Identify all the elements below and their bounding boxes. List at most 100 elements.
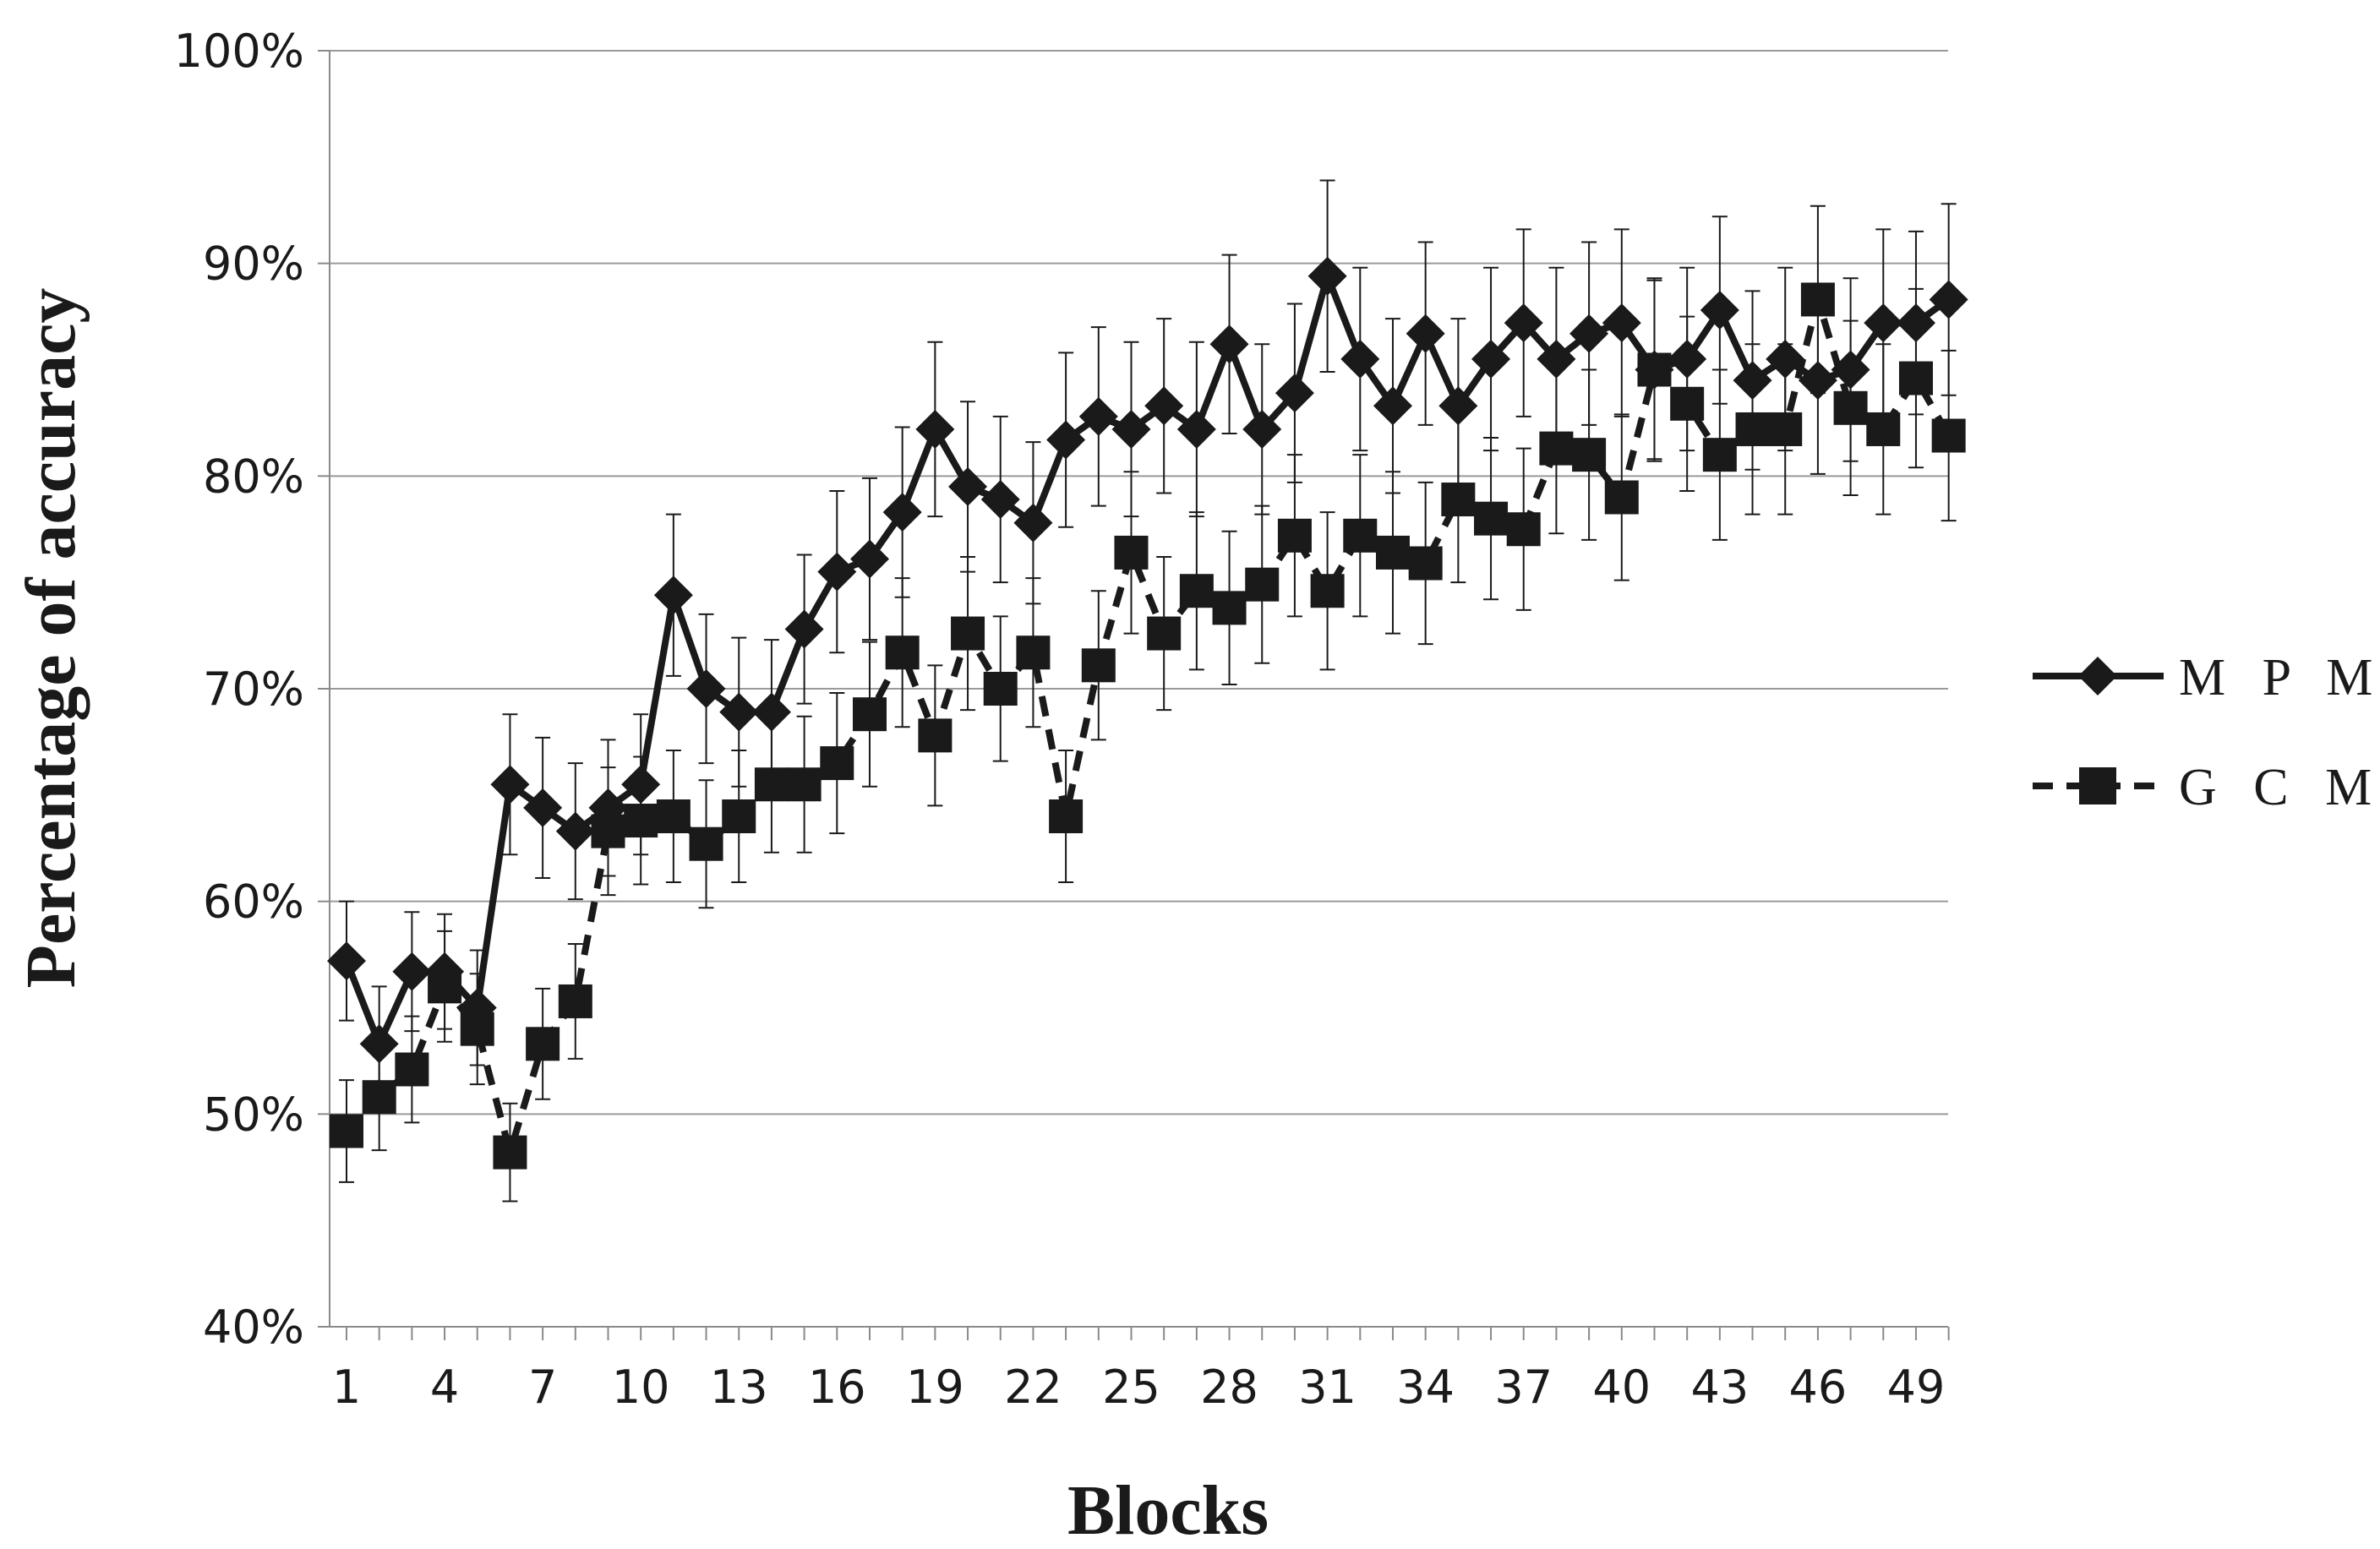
square-marker: [1866, 412, 1901, 446]
square-marker: [1833, 390, 1868, 425]
diamond-marker: [849, 539, 889, 579]
x-tick-label: 31: [1298, 1361, 1356, 1414]
square-marker: [656, 799, 691, 833]
diamond-marker: [1307, 256, 1347, 296]
diamond-marker: [1537, 339, 1576, 379]
axis-layer: [318, 50, 1950, 1340]
diamond-marker: [1275, 374, 1314, 413]
square-marker: [558, 984, 592, 1018]
square-marker: [526, 1027, 560, 1061]
square-marker: [1081, 648, 1116, 683]
square-marker: [1310, 574, 1345, 608]
diamond-marker: [1373, 386, 1412, 426]
x-tick-label: 22: [1004, 1361, 1062, 1414]
square-marker: [460, 1012, 494, 1046]
diamond-marker: [686, 669, 726, 708]
square-marker: [1179, 574, 1214, 608]
legend-label: G C M: [2179, 759, 2380, 816]
diamond-marker: [1504, 303, 1543, 343]
x-tick-label: 40: [1592, 1361, 1651, 1414]
y-axis-title: Percentage of accuracy: [12, 288, 90, 989]
square-marker: [493, 1135, 527, 1170]
square-marker: [1539, 431, 1574, 466]
square-marker: [428, 969, 462, 1004]
diamond-marker: [948, 466, 988, 506]
diamond-marker: [555, 811, 595, 851]
square-marker: [1604, 480, 1639, 515]
square-marker: [1572, 438, 1607, 472]
diamond-marker: [1176, 409, 1216, 449]
square-marker: [1474, 501, 1509, 536]
square-marker: [885, 635, 920, 670]
diamond-marker: [817, 552, 857, 592]
diamond-marker: [1046, 420, 1086, 460]
x-tick-label: 37: [1494, 1361, 1553, 1414]
legend-label: M P M: [2179, 649, 2380, 706]
square-marker: [1931, 418, 1966, 453]
x-tick-label: 43: [1690, 1361, 1749, 1414]
diamond-marker: [915, 409, 955, 449]
diamond-marker: [882, 493, 922, 532]
y-tick-label: 40%: [203, 1301, 304, 1354]
y-tick-label: 100%: [174, 25, 304, 78]
square-marker: [951, 616, 985, 651]
diamond-marker: [1700, 291, 1739, 330]
diamond-marker: [1242, 409, 1282, 449]
y-tick-label: 60%: [203, 875, 304, 929]
label-layer: 40% 50% 60% 70% 80% 90% 100% 1 4 7 10 13 16 19 22 25 28 3…: [174, 25, 1946, 1414]
square-marker: [1670, 386, 1705, 421]
square-marker: [395, 1052, 429, 1087]
legend-diamond-marker: [2078, 657, 2117, 695]
diamond-marker: [719, 692, 759, 732]
diamond-marker: [1209, 325, 1249, 364]
diamond-marker: [1406, 314, 1445, 353]
x-tick-label: 10: [612, 1361, 670, 1414]
square-marker: [1702, 438, 1737, 472]
x-tick-label: 13: [710, 1361, 768, 1414]
diamond-marker: [1340, 339, 1380, 379]
square-marker: [330, 1114, 363, 1148]
legend: M P M G C M: [2033, 649, 2380, 816]
diamond-marker: [1569, 314, 1609, 353]
diamond-marker: [980, 480, 1020, 520]
square-marker: [1408, 546, 1443, 581]
square-marker: [689, 826, 723, 861]
diamond-marker: [1078, 396, 1118, 436]
diamond-marker: [1013, 503, 1053, 543]
x-tick-label: 16: [808, 1361, 866, 1414]
grid-layer: [330, 50, 1948, 1115]
diamond-marker: [327, 941, 366, 981]
square-marker: [1114, 535, 1149, 570]
series-line: [343, 272, 1951, 1048]
x-tick-label: 28: [1200, 1361, 1258, 1414]
square-marker: [1441, 483, 1476, 517]
x-tick-label: 46: [1789, 1361, 1848, 1414]
diamond-marker: [1144, 386, 1184, 426]
x-tick-label: 7: [528, 1361, 557, 1414]
square-marker: [852, 697, 887, 732]
square-marker: [1016, 635, 1051, 670]
diamond-marker: [1471, 339, 1511, 379]
diamond-marker: [751, 692, 791, 732]
square-marker: [1800, 282, 1835, 317]
square-marker: [1049, 799, 1084, 833]
diamond-marker: [490, 765, 530, 804]
x-tick-label: 34: [1396, 1361, 1455, 1414]
square-marker: [591, 814, 625, 848]
diamond-marker: [1111, 409, 1151, 449]
square-marker: [820, 746, 854, 781]
square-marker: [1898, 361, 1933, 395]
y-tick-label: 80%: [203, 450, 304, 503]
diamond-marker: [1864, 303, 1903, 343]
diamond-marker: [653, 575, 693, 615]
y-tick-label: 70%: [203, 663, 304, 716]
diamond-marker: [1602, 303, 1641, 343]
square-marker: [722, 799, 756, 833]
x-tick-label: 4: [430, 1361, 459, 1414]
x-axis-title: Blocks: [1067, 1471, 1269, 1545]
square-marker: [1637, 352, 1672, 387]
square-marker: [754, 767, 789, 802]
square-marker: [1735, 412, 1770, 446]
